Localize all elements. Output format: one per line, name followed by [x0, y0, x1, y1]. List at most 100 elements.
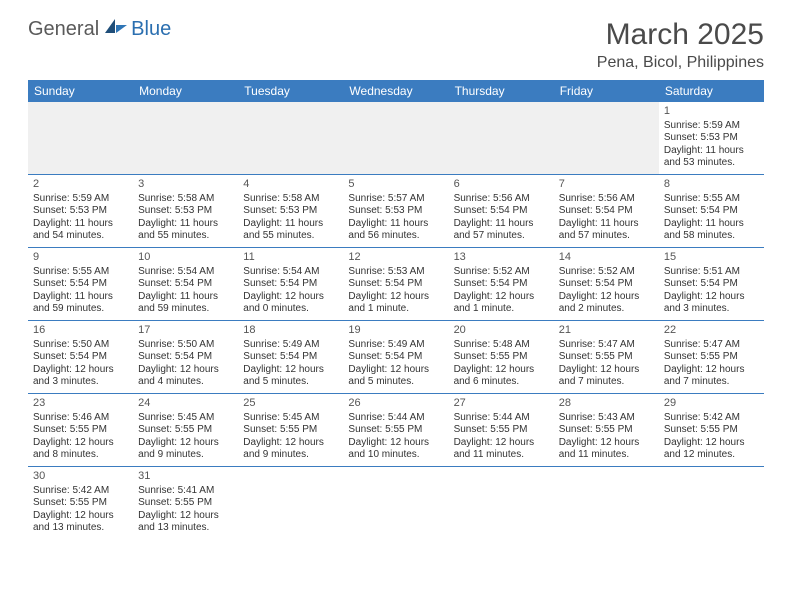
day-sunrise: Sunrise: 5:55 AM	[33, 266, 128, 279]
day-sunrise: Sunrise: 5:46 AM	[33, 412, 128, 425]
day-daylight2: and 57 minutes.	[559, 230, 654, 243]
day-sunset: Sunset: 5:53 PM	[243, 205, 338, 218]
day-cell: 18Sunrise: 5:49 AMSunset: 5:54 PMDayligh…	[238, 321, 343, 393]
day-sunrise: Sunrise: 5:52 AM	[559, 266, 654, 279]
day-sunset: Sunset: 5:54 PM	[138, 351, 233, 364]
day-sunrise: Sunrise: 5:59 AM	[664, 120, 759, 133]
day-cell: 11Sunrise: 5:54 AMSunset: 5:54 PMDayligh…	[238, 248, 343, 320]
day-number: 5	[348, 178, 443, 192]
logo-text-blue: Blue	[131, 18, 171, 41]
day-number: 17	[138, 324, 233, 338]
day-daylight2: and 9 minutes.	[243, 449, 338, 462]
day-cell: 12Sunrise: 5:53 AMSunset: 5:54 PMDayligh…	[343, 248, 448, 320]
day-cell: 25Sunrise: 5:45 AMSunset: 5:55 PMDayligh…	[238, 394, 343, 466]
title-block: March 2025 Pena, Bicol, Philippines	[597, 18, 764, 72]
day-daylight1: Daylight: 12 hours	[559, 364, 654, 377]
day-cell: 1Sunrise: 5:59 AMSunset: 5:53 PMDaylight…	[659, 102, 764, 174]
day-cell: 8Sunrise: 5:55 AMSunset: 5:54 PMDaylight…	[659, 175, 764, 247]
day-daylight1: Daylight: 11 hours	[33, 218, 128, 231]
day-daylight2: and 13 minutes.	[138, 522, 233, 535]
day-daylight1: Daylight: 12 hours	[454, 291, 549, 304]
day-number: 15	[664, 251, 759, 265]
day-sunrise: Sunrise: 5:43 AM	[559, 412, 654, 425]
day-daylight1: Daylight: 12 hours	[348, 364, 443, 377]
day-sunrise: Sunrise: 5:50 AM	[33, 339, 128, 352]
day-daylight2: and 56 minutes.	[348, 230, 443, 243]
day-cell: 13Sunrise: 5:52 AMSunset: 5:54 PMDayligh…	[449, 248, 554, 320]
day-cell: 22Sunrise: 5:47 AMSunset: 5:55 PMDayligh…	[659, 321, 764, 393]
day-daylight2: and 53 minutes.	[664, 157, 759, 170]
day-sunrise: Sunrise: 5:58 AM	[138, 193, 233, 206]
day-daylight2: and 5 minutes.	[348, 376, 443, 389]
empty-cell	[238, 102, 343, 174]
day-sunset: Sunset: 5:54 PM	[454, 205, 549, 218]
day-sunrise: Sunrise: 5:51 AM	[664, 266, 759, 279]
day-cell: 30Sunrise: 5:42 AMSunset: 5:55 PMDayligh…	[28, 467, 133, 539]
day-number: 12	[348, 251, 443, 265]
empty-cell	[133, 102, 238, 174]
day-sunrise: Sunrise: 5:56 AM	[454, 193, 549, 206]
day-sunrise: Sunrise: 5:53 AM	[348, 266, 443, 279]
day-cell: 16Sunrise: 5:50 AMSunset: 5:54 PMDayligh…	[28, 321, 133, 393]
day-daylight2: and 11 minutes.	[559, 449, 654, 462]
day-cell: 5Sunrise: 5:57 AMSunset: 5:53 PMDaylight…	[343, 175, 448, 247]
calendar-week: 30Sunrise: 5:42 AMSunset: 5:55 PMDayligh…	[28, 467, 764, 539]
day-sunrise: Sunrise: 5:44 AM	[348, 412, 443, 425]
empty-cell	[449, 467, 554, 539]
day-number: 7	[559, 178, 654, 192]
day-cell: 4Sunrise: 5:58 AMSunset: 5:53 PMDaylight…	[238, 175, 343, 247]
day-sunset: Sunset: 5:55 PM	[454, 351, 549, 364]
day-number: 2	[33, 178, 128, 192]
day-daylight1: Daylight: 12 hours	[664, 437, 759, 450]
day-daylight1: Daylight: 12 hours	[559, 291, 654, 304]
day-daylight1: Daylight: 12 hours	[33, 364, 128, 377]
day-sunset: Sunset: 5:55 PM	[664, 351, 759, 364]
calendar-week: 2Sunrise: 5:59 AMSunset: 5:53 PMDaylight…	[28, 175, 764, 248]
day-header: Sunday	[28, 80, 133, 102]
day-number: 27	[454, 397, 549, 411]
empty-cell	[449, 102, 554, 174]
day-number: 11	[243, 251, 338, 265]
day-sunset: Sunset: 5:55 PM	[348, 424, 443, 437]
day-sunset: Sunset: 5:54 PM	[559, 278, 654, 291]
day-number: 18	[243, 324, 338, 338]
day-daylight2: and 58 minutes.	[664, 230, 759, 243]
day-sunset: Sunset: 5:54 PM	[138, 278, 233, 291]
day-daylight2: and 10 minutes.	[348, 449, 443, 462]
day-sunrise: Sunrise: 5:45 AM	[138, 412, 233, 425]
day-number: 13	[454, 251, 549, 265]
day-number: 28	[559, 397, 654, 411]
day-number: 8	[664, 178, 759, 192]
day-cell: 27Sunrise: 5:44 AMSunset: 5:55 PMDayligh…	[449, 394, 554, 466]
day-daylight1: Daylight: 12 hours	[33, 510, 128, 523]
day-daylight2: and 55 minutes.	[243, 230, 338, 243]
day-daylight2: and 57 minutes.	[454, 230, 549, 243]
day-sunset: Sunset: 5:54 PM	[664, 278, 759, 291]
day-cell: 26Sunrise: 5:44 AMSunset: 5:55 PMDayligh…	[343, 394, 448, 466]
day-sunset: Sunset: 5:54 PM	[454, 278, 549, 291]
day-sunset: Sunset: 5:53 PM	[664, 132, 759, 145]
day-daylight1: Daylight: 11 hours	[664, 145, 759, 158]
day-sunset: Sunset: 5:55 PM	[243, 424, 338, 437]
day-sunset: Sunset: 5:54 PM	[243, 351, 338, 364]
day-cell: 20Sunrise: 5:48 AMSunset: 5:55 PMDayligh…	[449, 321, 554, 393]
day-number: 25	[243, 397, 338, 411]
day-cell: 23Sunrise: 5:46 AMSunset: 5:55 PMDayligh…	[28, 394, 133, 466]
day-daylight2: and 1 minute.	[454, 303, 549, 316]
page-header: General Blue March 2025 Pena, Bicol, Phi…	[0, 0, 792, 80]
day-daylight1: Daylight: 12 hours	[138, 364, 233, 377]
day-header: Saturday	[659, 80, 764, 102]
day-header: Tuesday	[238, 80, 343, 102]
day-daylight2: and 13 minutes.	[33, 522, 128, 535]
day-number: 1	[664, 105, 759, 119]
day-sunrise: Sunrise: 5:44 AM	[454, 412, 549, 425]
day-sunrise: Sunrise: 5:50 AM	[138, 339, 233, 352]
day-daylight1: Daylight: 11 hours	[559, 218, 654, 231]
day-daylight1: Daylight: 12 hours	[664, 291, 759, 304]
day-daylight1: Daylight: 12 hours	[33, 437, 128, 450]
day-daylight1: Daylight: 11 hours	[33, 291, 128, 304]
day-sunset: Sunset: 5:55 PM	[33, 424, 128, 437]
day-daylight1: Daylight: 12 hours	[348, 437, 443, 450]
month-title: March 2025	[597, 18, 764, 52]
day-daylight2: and 5 minutes.	[243, 376, 338, 389]
